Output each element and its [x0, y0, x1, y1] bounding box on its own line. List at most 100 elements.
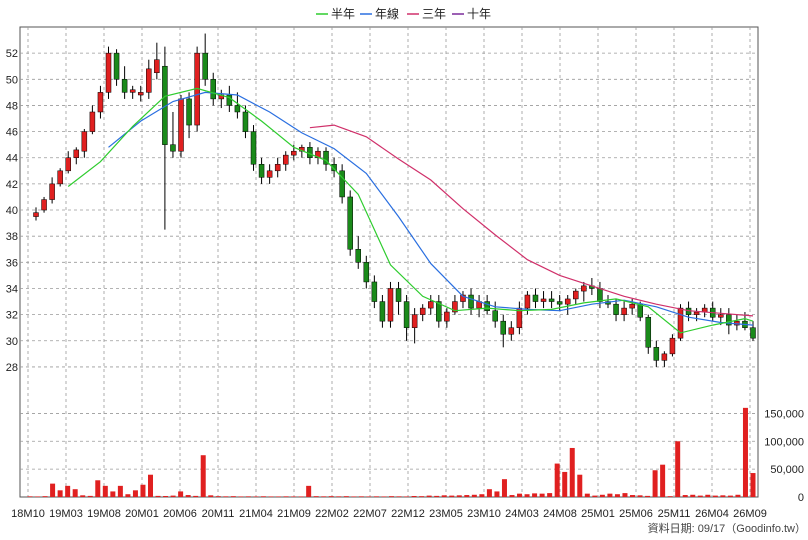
volume-bar: [291, 496, 297, 497]
candle-body: [323, 150, 329, 165]
legend-label-three-year: 三年: [422, 7, 446, 21]
volume-bar: [426, 495, 432, 497]
volume-bar: [366, 496, 372, 497]
candle-body: [202, 52, 208, 80]
volume-bar: [682, 495, 688, 497]
candle-body: [524, 294, 531, 309]
volume-bar: [464, 495, 470, 497]
candle-body: [548, 298, 555, 302]
volume-bar: [95, 480, 101, 497]
candle-body: [516, 307, 523, 328]
volume-bar: [517, 493, 523, 497]
candle-body: [669, 337, 676, 355]
candle-body: [508, 327, 515, 335]
price-tick-label: 38: [6, 231, 18, 243]
ma-half-year-line: [67, 87, 754, 334]
candle-body: [532, 294, 539, 302]
candle-body: [492, 310, 498, 322]
volume-bar: [80, 495, 86, 497]
candle-body: [331, 164, 337, 172]
volume-bar: [117, 485, 123, 497]
volume-bar: [200, 455, 206, 497]
volume-bar: [351, 496, 357, 497]
candle-body: [444, 311, 450, 322]
candle-body: [540, 298, 547, 302]
candle-body: [154, 59, 160, 74]
volume-bar: [155, 495, 161, 497]
price-tick-label: 32: [6, 310, 18, 322]
price-tick-label: 46: [6, 127, 18, 139]
volume-bar: [148, 474, 153, 497]
time-tick-label: 19M08: [87, 508, 121, 520]
candle-body: [556, 301, 563, 305]
candle-body: [170, 144, 176, 152]
volume-bar: [456, 495, 462, 497]
candle-body: [403, 301, 410, 328]
volume-bar: [404, 496, 410, 497]
volume-bar: [328, 496, 334, 497]
volume-bar: [524, 494, 530, 497]
candle-body: [661, 353, 668, 361]
volume-bar: [539, 493, 545, 497]
candle-body: [484, 301, 490, 311]
volume-bar: [283, 496, 289, 497]
volume-bar: [178, 491, 184, 497]
candle-body: [113, 52, 120, 80]
price-tick-label: 30: [6, 336, 18, 348]
candle-body: [41, 199, 47, 211]
volume-bar: [712, 495, 718, 497]
candle-body: [363, 262, 370, 283]
volume-bar: [193, 495, 199, 497]
time-tick-label: 25M06: [619, 508, 653, 520]
volume-bar: [389, 496, 394, 497]
candle-body: [81, 131, 88, 152]
candle-body: [121, 79, 128, 93]
volume-bar: [501, 479, 507, 497]
volume-bar: [675, 441, 681, 497]
volume-bar: [306, 485, 312, 497]
candles: [33, 33, 756, 367]
time-tick-label: 25M01: [581, 508, 615, 520]
candle-body: [419, 307, 426, 315]
volume-bar: [750, 473, 756, 497]
volume-bar: [373, 496, 379, 497]
candle-body: [581, 285, 587, 292]
volume-bar: [592, 495, 598, 497]
time-axis: 18M10 19M03 19M08 20M01 20M06 20M11 21M04 21M09…: [11, 508, 767, 520]
candle-body: [564, 298, 571, 305]
volume-bar: [645, 495, 651, 497]
candle-body: [242, 111, 249, 132]
volume-bar: [208, 495, 214, 497]
time-tick-label: 23M10: [467, 508, 501, 520]
volume-bar: [509, 495, 515, 497]
volume-tick-label: 150,000: [764, 408, 804, 420]
volume-bar: [494, 491, 500, 497]
time-tick-label: 22M12: [391, 508, 425, 520]
candle-body: [573, 290, 579, 300]
candle-body: [137, 92, 144, 96]
price-tick-label: 40: [6, 205, 18, 217]
volume-bar: [690, 494, 696, 497]
candle-body: [436, 301, 442, 322]
volume-bar: [336, 496, 342, 497]
volume-bar: [170, 495, 176, 497]
volume-axis: 0 50,000 100,000 150,000: [764, 408, 804, 504]
candle-body: [718, 314, 724, 318]
candle-body: [186, 98, 192, 126]
candle-body: [597, 288, 603, 302]
time-tick-label: 22M07: [353, 508, 387, 520]
price-tick-label: 42: [6, 179, 18, 191]
time-tick-label: 18M10: [11, 508, 45, 520]
volume-bar: [245, 496, 251, 497]
candle-body: [258, 164, 265, 178]
volume-bar: [607, 493, 613, 497]
candle-body: [57, 170, 63, 185]
candle-body: [49, 183, 55, 200]
candle-body: [379, 301, 386, 322]
candle-body: [355, 249, 361, 263]
candle-body: [750, 327, 756, 339]
volume-bars: [27, 407, 756, 497]
volume-bar: [479, 494, 485, 497]
volume-bar: [313, 496, 319, 497]
